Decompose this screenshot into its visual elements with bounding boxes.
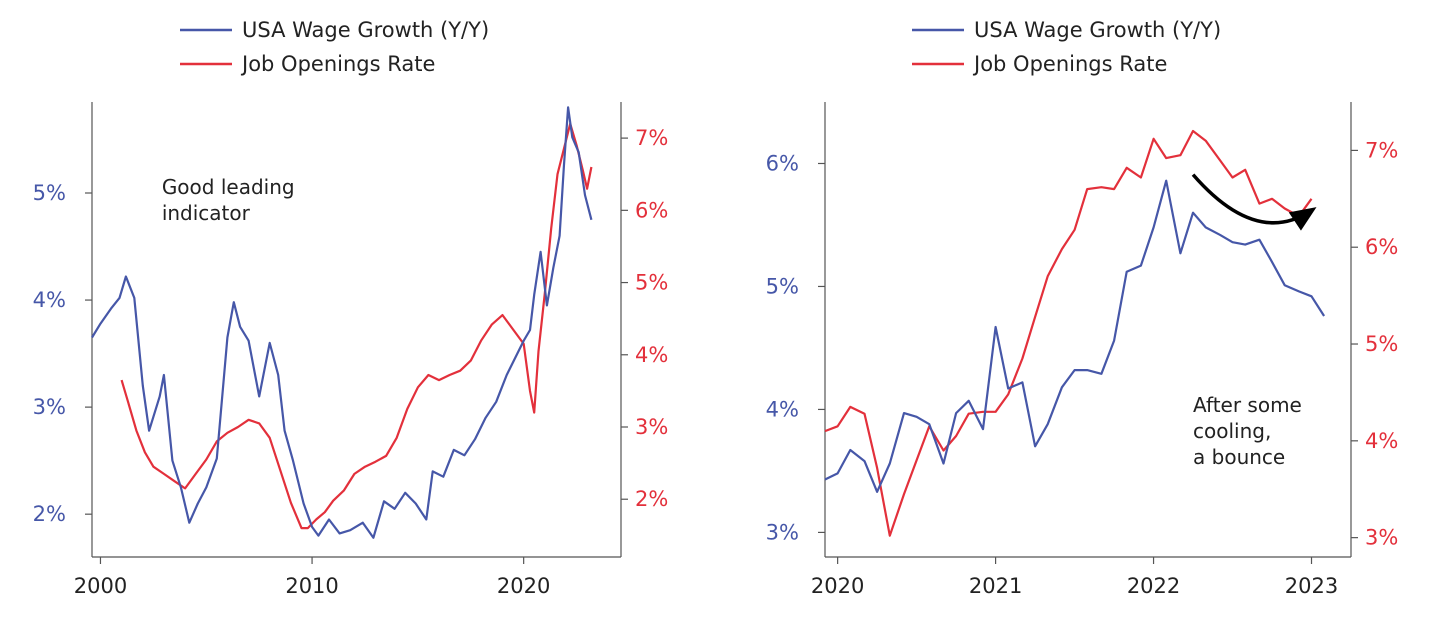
chart-1-legend-label-job: Job Openings Rate	[240, 52, 435, 76]
chart-1-x-tick-label: 2000	[74, 574, 127, 598]
chart-1-y-right-tick-label: 5%	[635, 271, 668, 295]
chart-1-y-right-tick-label: 6%	[635, 198, 668, 222]
chart-2-y-left-tick-label: 5%	[766, 274, 799, 298]
chart-1-x-tick-label: 2010	[285, 574, 338, 598]
chart-2-trend-arrowhead	[1288, 207, 1317, 231]
chart-1-annotation: Good leading	[162, 175, 295, 199]
chart-2-annotation: After some	[1193, 393, 1302, 417]
chart-2-annotation: cooling,	[1193, 419, 1271, 443]
chart-1-x-tick-label: 2020	[497, 574, 550, 598]
chart-1-annotation: indicator	[162, 201, 251, 225]
chart-2-annotation: a bounce	[1193, 445, 1285, 469]
chart-2-y-right-tick-label: 5%	[1365, 332, 1398, 356]
chart-2-legend-label-job: Job Openings Rate	[972, 52, 1167, 76]
chart-2-x-tick-label: 2023	[1285, 574, 1338, 598]
chart-2-y-left-tick-label: 6%	[766, 151, 799, 175]
chart-2-x-tick-label: 2021	[969, 574, 1022, 598]
chart-1-y-left-tick-label: 4%	[33, 288, 66, 312]
chart-2-x-tick-label: 2020	[811, 574, 864, 598]
chart-2-legend-label-wage: USA Wage Growth (Y/Y)	[974, 18, 1221, 42]
chart-1-wage-growth-line	[91, 106, 593, 539]
chart-1-y-left-tick-label: 5%	[33, 181, 66, 205]
chart-1-y-left-tick-label: 2%	[33, 502, 66, 526]
chart-1-y-right-tick-label: 3%	[635, 415, 668, 439]
chart-2-wage-growth-line	[824, 179, 1326, 493]
chart-1-y-right-tick-label: 7%	[635, 126, 668, 150]
chart-2-y-right-tick-label: 6%	[1365, 235, 1398, 259]
chart-2-x-tick-label: 2022	[1127, 574, 1180, 598]
chart-2-y-left-tick-label: 4%	[766, 397, 799, 421]
chart-1-y-right-tick-label: 2%	[635, 487, 668, 511]
chart-2-y-right-tick-label: 3%	[1365, 526, 1398, 550]
chart-2-job-openings-line	[824, 129, 1313, 537]
chart-1-job-openings-line	[120, 122, 593, 530]
chart-2-y-right-tick-label: 4%	[1365, 429, 1398, 453]
chart-1-legend-label-wage: USA Wage Growth (Y/Y)	[242, 18, 489, 42]
chart-2-y-right-tick-label: 7%	[1365, 138, 1398, 162]
chart-2-y-left-tick-label: 3%	[766, 520, 799, 544]
chart-1-y-left-tick-label: 3%	[33, 395, 66, 419]
chart-1-y-right-tick-label: 4%	[635, 343, 668, 367]
